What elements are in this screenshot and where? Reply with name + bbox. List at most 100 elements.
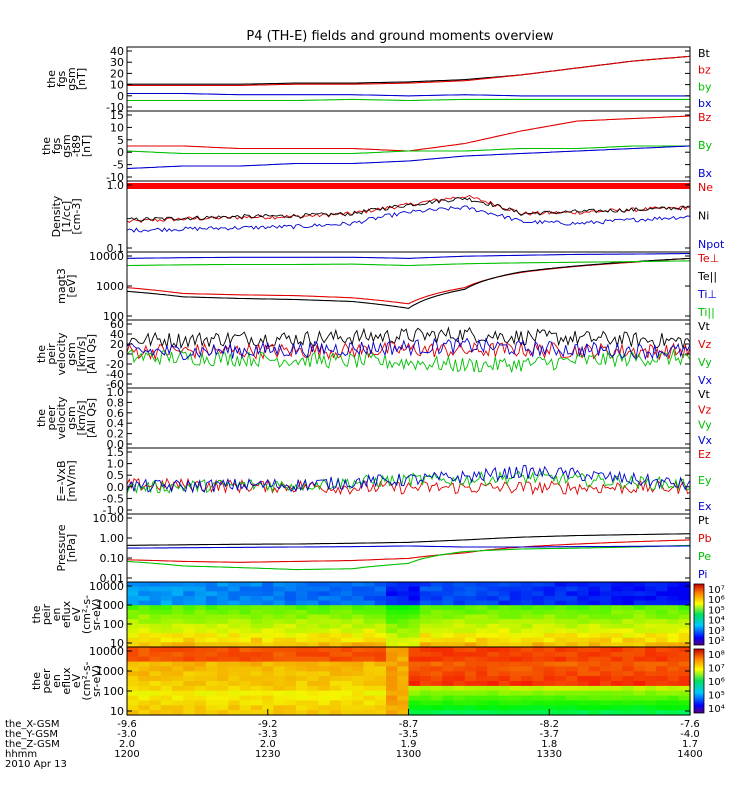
heatmap-cell [194,595,207,602]
heatmap-cell [656,710,669,716]
x-tick-z_gsm: 1.9 [401,739,417,750]
heatmap-cell [543,661,556,668]
y-tick-label: 60 [110,318,124,331]
heatmap-cell [431,633,443,639]
series-Pt-line [126,533,691,546]
heatmap-cell [645,710,657,716]
heatmap-cell [228,676,241,682]
series-Npot-line [126,205,691,233]
heatmap-cell [205,690,218,697]
heatmap-cell [149,651,162,658]
heatmap-cell [217,685,229,692]
heatmap-cell [172,656,184,663]
y-axis-label: thepeirenefluxeV(cm²-s-sr-eV) [30,595,103,634]
heatmap-cell [352,600,365,606]
heatmap-cell [284,671,297,677]
heatmap-cell [408,666,421,672]
heatmap-cell [419,591,432,597]
y-tick-label: 5 [117,134,124,147]
heatmap-cell [318,685,331,692]
y-label-line: gsm [65,406,78,429]
heatmap-cell [340,710,353,716]
heatmap-cell [577,619,590,625]
heatmap-cell [284,637,297,643]
heatmap-cell [633,623,646,629]
heatmap-cell [554,642,567,648]
heatmap-cell [611,619,624,625]
heatmap-cell [622,605,635,611]
heatmap-cell [239,647,252,653]
heatmap-cell [363,695,376,702]
heatmap-cell [307,605,320,611]
heatmap-cell [149,586,162,592]
heatmap-cell [194,647,207,653]
heatmap-cell [363,633,376,639]
heatmap-cell [352,582,365,588]
heatmap-cell [250,695,263,702]
heatmap-cell [667,595,680,602]
colorbar-tick-label: 10⁷ [708,664,725,675]
heatmap-cell [656,651,669,658]
heatmap-cell [532,695,545,702]
heatmap-cell [656,600,669,606]
heatmap-cell [431,656,443,663]
heatmap-cell [453,647,466,653]
heatmap-cell [442,605,455,611]
heatmap-cell [250,591,263,597]
heatmap-cell [329,685,342,692]
heatmap-cell [228,623,241,629]
heatmap-cell [577,628,590,634]
heatmap-cell [532,628,545,634]
heatmap-cell [228,582,241,588]
heatmap-cell [262,695,274,702]
heatmap-cell [352,681,365,687]
heatmap-cell [419,637,432,643]
heatmap-cell [149,676,162,682]
heatmap-cell [307,614,320,620]
heatmap-cell [340,656,353,663]
heatmap-cell [397,582,410,588]
heatmap-cell [656,661,669,668]
heatmap-cell [622,647,635,653]
heatmap-cell [599,600,612,606]
heatmap-cell [363,700,376,706]
heatmap-cell [352,651,365,658]
heatmap-cell [667,600,680,606]
heatmap-cell [386,605,398,611]
heatmap-cell [138,633,151,639]
heatmap-cell [453,666,466,672]
heatmap-cell [498,605,511,611]
heatmap-cell [250,705,263,711]
heatmap-cell [667,614,680,620]
heatmap-cell [554,609,567,616]
panel-frame [126,319,691,389]
heatmap-cell [611,600,624,606]
heatmap-cell [543,705,556,711]
heatmap-cell [566,685,578,692]
heatmap-cell [678,666,691,672]
colorbar-tick-label: 10⁶ [708,677,725,688]
heatmap-cell [442,609,455,616]
heatmap-cell [543,600,556,606]
heatmap-cell [386,614,398,620]
heatmap-cell [487,681,500,687]
heatmap-cell [543,619,556,625]
heatmap-cell [464,595,477,602]
heatmap-cell [577,705,590,711]
heatmap-cell [566,605,578,611]
heatmap-cell [453,642,466,648]
heatmap-cell [228,705,241,711]
heatmap-cell [521,582,533,588]
heatmap-cell [374,600,387,606]
heatmap-cell [160,642,173,648]
heatmap-cell [419,705,432,711]
colorbar-tick-label: 10⁷ [708,585,725,596]
heatmap-cell [228,690,241,697]
y-tick-label: 10 [110,121,124,134]
heatmap-cell [329,681,342,687]
heatmap-cell [633,661,646,668]
heatmap-cell [149,661,162,668]
heatmap-cell [340,647,353,653]
heatmap-cell [239,582,252,588]
